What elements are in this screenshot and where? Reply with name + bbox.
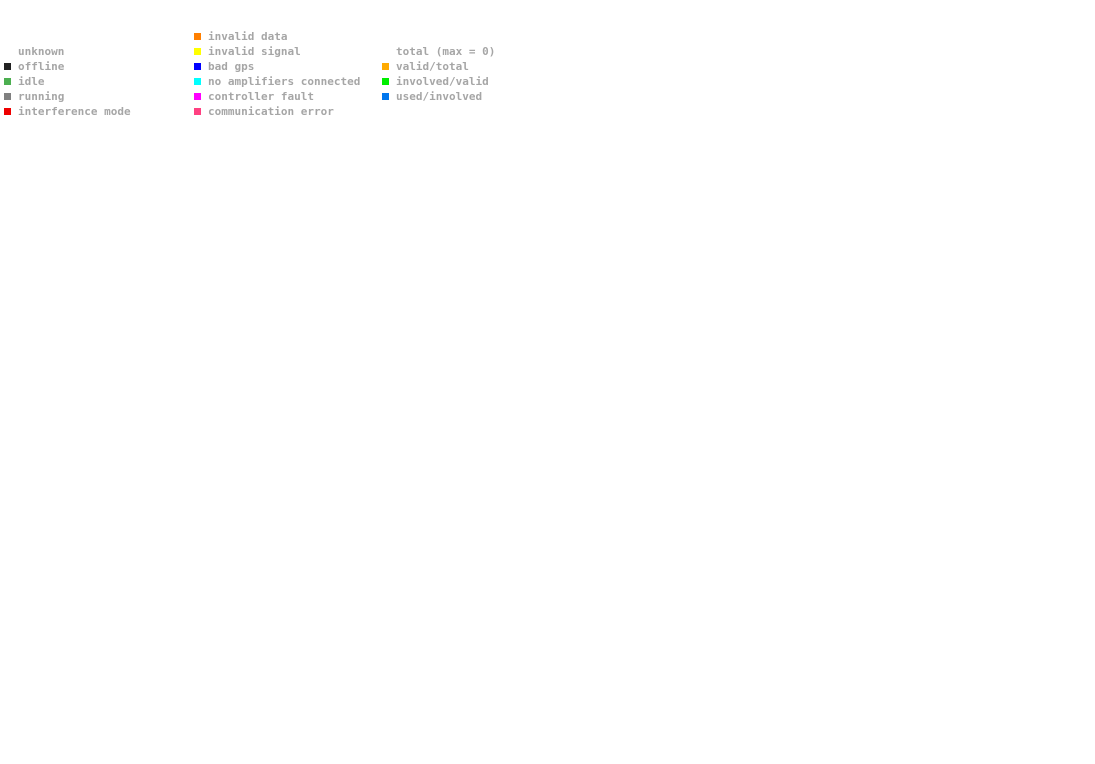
legend-label-invalid-signal: invalid signal — [208, 45, 301, 58]
legend-label-interference-mode: interference mode — [18, 105, 131, 118]
legend-swatch-bad-gps — [194, 63, 201, 70]
legend-label-total: total (max = 0) — [396, 45, 496, 58]
legend-swatch-running — [4, 93, 11, 100]
legend-row-offline: offline — [4, 59, 131, 74]
legend-row-unknown: unknown — [4, 44, 131, 59]
legend-label-invalid-data: invalid data — [208, 30, 288, 43]
legend-row-no-amplifiers-connected: no amplifiers connected — [194, 74, 360, 89]
legend-column-errors: invalid data invalid signal bad gps no a… — [194, 29, 360, 119]
legend-row-idle: idle — [4, 74, 131, 89]
legend-swatch-idle — [4, 78, 11, 85]
legend-row-running: running — [4, 89, 131, 104]
legend-label-unknown: unknown — [18, 45, 65, 58]
legend-row-controller-fault: controller fault — [194, 89, 360, 104]
legend-swatch-used-involved — [382, 93, 389, 100]
legend-row-total: total (max = 0) — [382, 44, 495, 59]
legend-swatch-blank — [382, 33, 389, 40]
legend-row-invalid-data: invalid data — [194, 29, 360, 44]
legend-swatch-communication-error — [194, 108, 201, 115]
legend-label-used-involved: used/involved — [396, 90, 483, 103]
legend-swatch-blank — [4, 33, 11, 40]
legend-row-blank-1 — [4, 29, 131, 44]
legend-row-interference-mode: interference mode — [4, 104, 131, 119]
legend-swatch-no-amplifiers-connected — [194, 78, 201, 85]
legend-swatch-interference-mode — [4, 108, 11, 115]
legend-label-idle: idle — [18, 75, 45, 88]
legend-label-valid-total: valid/total — [396, 60, 469, 73]
legend-swatch-invalid-signal — [194, 48, 201, 55]
legend-label-offline: offline — [18, 60, 65, 73]
legend-label-bad-gps: bad gps — [208, 60, 255, 73]
legend-swatch-unknown — [4, 48, 11, 55]
legend-row-valid-total: valid/total — [382, 59, 495, 74]
legend-swatch-involved-valid — [382, 78, 389, 85]
legend-swatch-invalid-data — [194, 33, 201, 40]
legend-column-ratios: total (max = 0) valid/total involved/val… — [382, 29, 495, 104]
legend-label-running: running — [18, 90, 65, 103]
legend-label-no-amplifiers-connected: no amplifiers connected — [208, 75, 361, 88]
legend-swatch-total — [382, 48, 389, 55]
legend-row-blank-2 — [382, 29, 495, 44]
legend-label-involved-valid: involved/valid — [396, 75, 489, 88]
legend-row-bad-gps: bad gps — [194, 59, 360, 74]
legend-row-invalid-signal: invalid signal — [194, 44, 360, 59]
legend-label-controller-fault: controller fault — [208, 90, 314, 103]
legend-swatch-valid-total — [382, 63, 389, 70]
legend-column-station-status: unknown offline idle running interferenc… — [4, 29, 131, 119]
legend-row-involved-valid: involved/valid — [382, 74, 495, 89]
legend-swatch-offline — [4, 63, 11, 70]
legend-label-communication-error: communication error — [208, 105, 334, 118]
legend-row-used-involved: used/involved — [382, 89, 495, 104]
legend-row-communication-error: communication error — [194, 104, 360, 119]
legend-swatch-controller-fault — [194, 93, 201, 100]
